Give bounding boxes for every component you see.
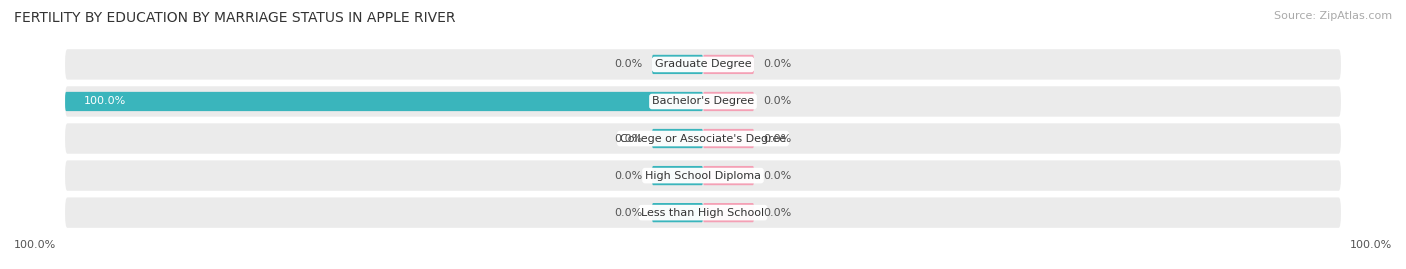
- FancyBboxPatch shape: [703, 203, 754, 222]
- FancyBboxPatch shape: [65, 92, 703, 111]
- FancyBboxPatch shape: [65, 160, 1341, 191]
- FancyBboxPatch shape: [65, 49, 1341, 80]
- Text: 0.0%: 0.0%: [763, 171, 792, 180]
- FancyBboxPatch shape: [703, 92, 754, 111]
- Text: 0.0%: 0.0%: [614, 59, 643, 69]
- Text: 0.0%: 0.0%: [763, 133, 792, 144]
- FancyBboxPatch shape: [652, 166, 703, 185]
- FancyBboxPatch shape: [652, 129, 703, 148]
- FancyBboxPatch shape: [652, 203, 703, 222]
- Text: 0.0%: 0.0%: [763, 208, 792, 218]
- Text: FERTILITY BY EDUCATION BY MARRIAGE STATUS IN APPLE RIVER: FERTILITY BY EDUCATION BY MARRIAGE STATU…: [14, 11, 456, 25]
- Text: Graduate Degree: Graduate Degree: [655, 59, 751, 69]
- FancyBboxPatch shape: [703, 55, 754, 74]
- Text: Source: ZipAtlas.com: Source: ZipAtlas.com: [1274, 11, 1392, 21]
- FancyBboxPatch shape: [65, 86, 1341, 117]
- Text: 0.0%: 0.0%: [763, 97, 792, 107]
- Text: 100.0%: 100.0%: [1350, 240, 1392, 250]
- FancyBboxPatch shape: [703, 129, 754, 148]
- FancyBboxPatch shape: [65, 197, 1341, 228]
- FancyBboxPatch shape: [652, 55, 703, 74]
- Text: 100.0%: 100.0%: [14, 240, 56, 250]
- Text: Bachelor's Degree: Bachelor's Degree: [652, 97, 754, 107]
- Text: 0.0%: 0.0%: [614, 171, 643, 180]
- Text: High School Diploma: High School Diploma: [645, 171, 761, 180]
- Text: 0.0%: 0.0%: [614, 133, 643, 144]
- FancyBboxPatch shape: [65, 123, 1341, 154]
- FancyBboxPatch shape: [703, 166, 754, 185]
- Text: 0.0%: 0.0%: [763, 59, 792, 69]
- Text: Less than High School: Less than High School: [641, 208, 765, 218]
- Text: College or Associate's Degree: College or Associate's Degree: [620, 133, 786, 144]
- Text: 100.0%: 100.0%: [84, 97, 127, 107]
- Text: 0.0%: 0.0%: [614, 208, 643, 218]
